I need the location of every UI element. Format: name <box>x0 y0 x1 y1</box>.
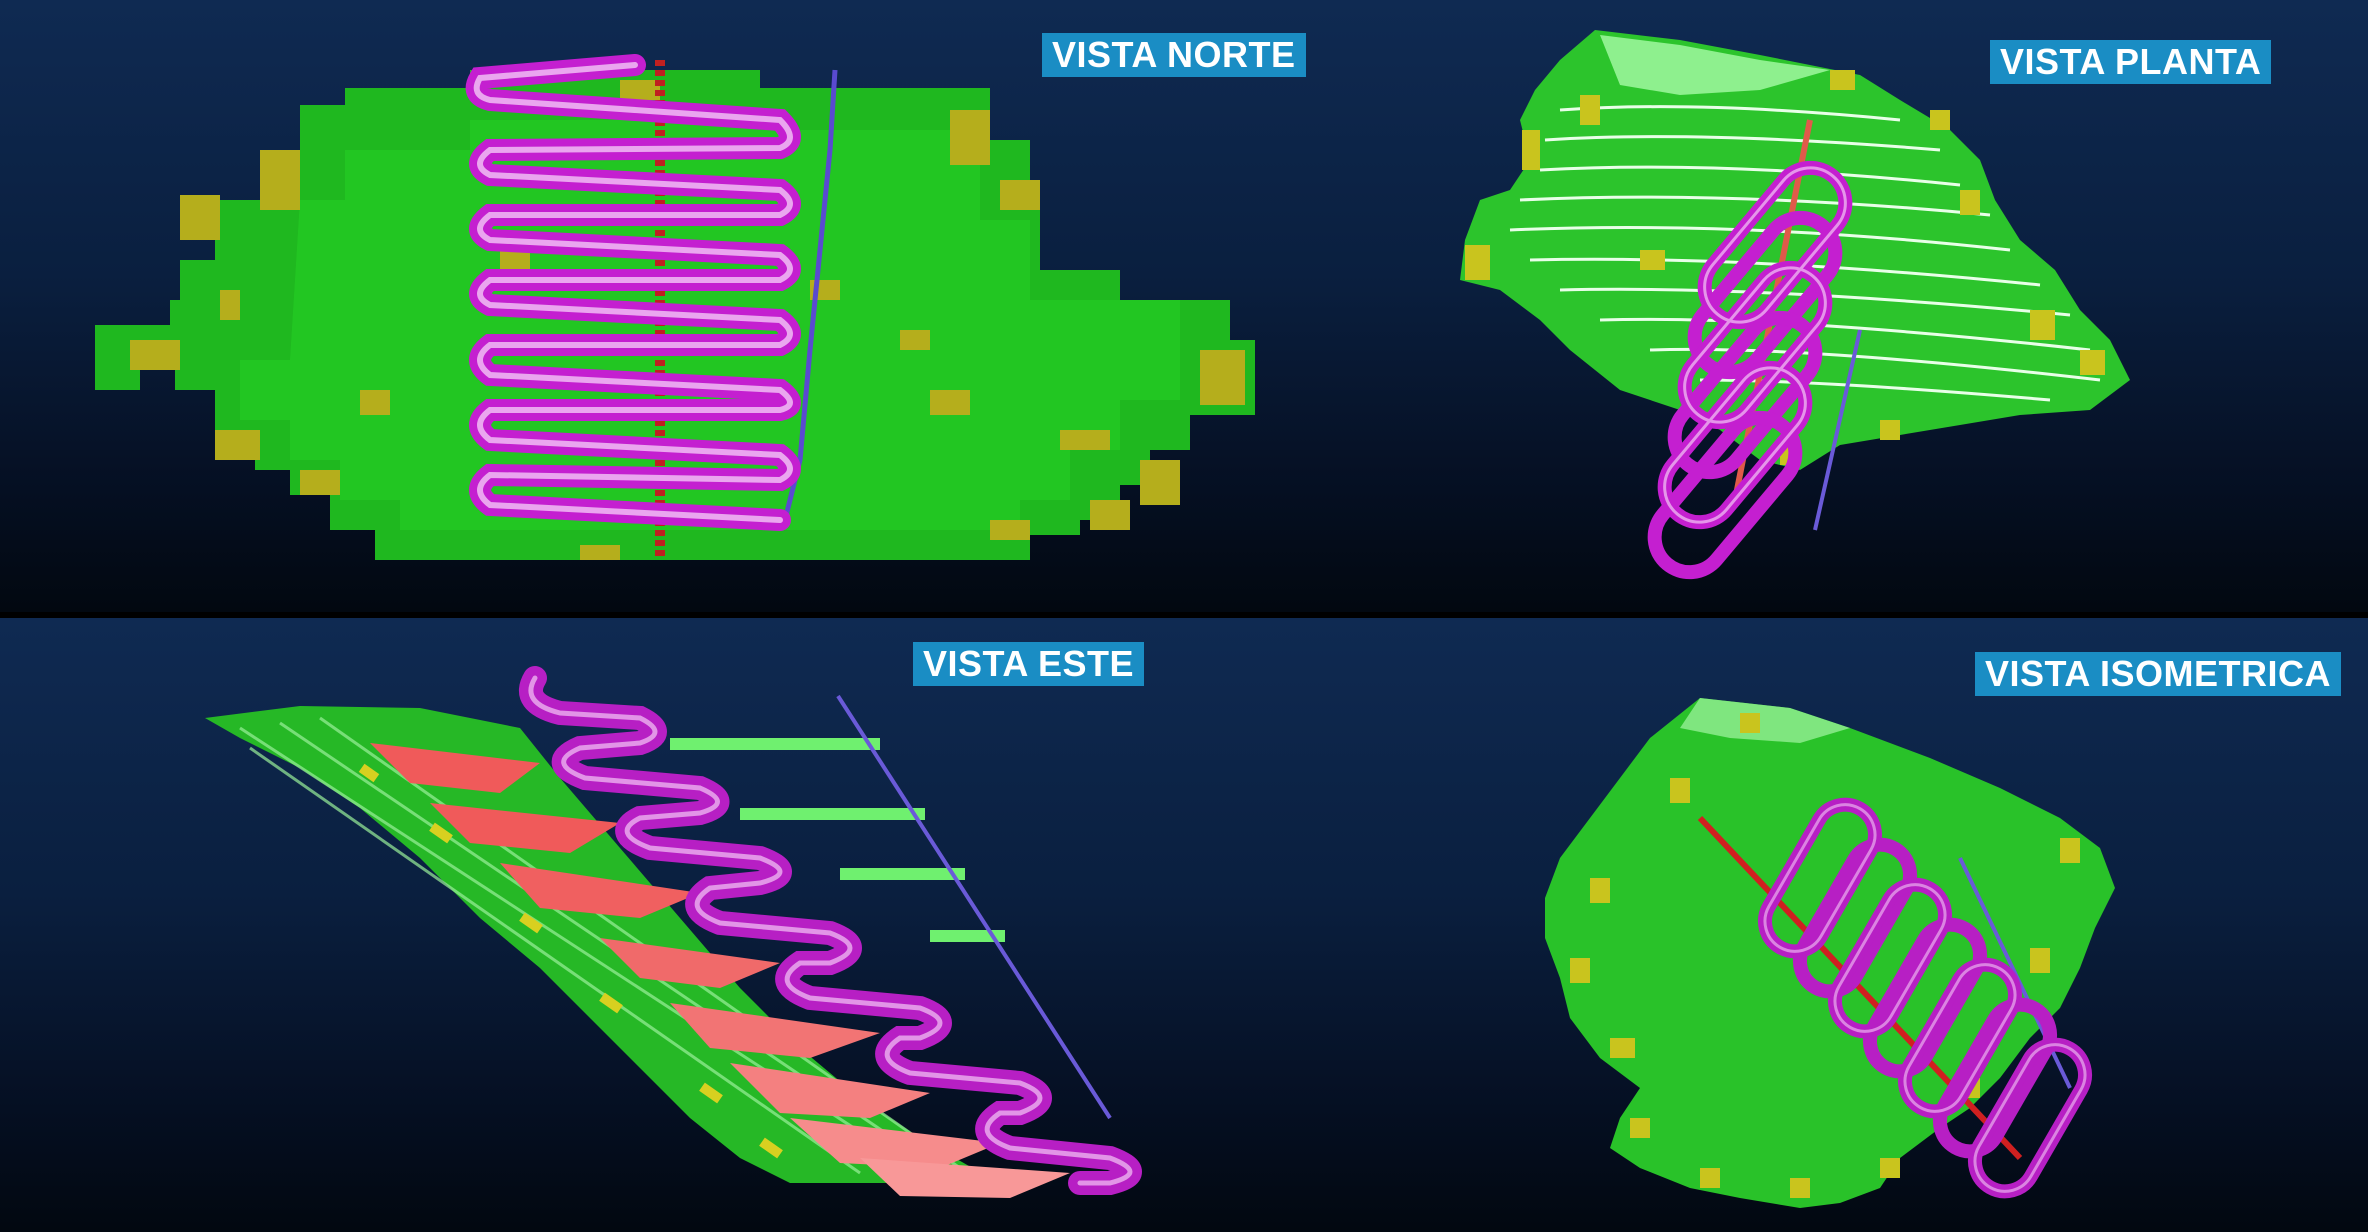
iso-shaft <box>1697 815 2023 1161</box>
bottom-views-canvas <box>205 666 2115 1208</box>
east-yellow-blocks <box>358 763 783 1159</box>
top-views-panel: VISTA NORTE VISTA PLANTA <box>0 0 2368 612</box>
plan-view-model <box>1460 30 2130 580</box>
north-spiral-ramp <box>465 54 801 531</box>
plan-orebody <box>1460 30 2130 470</box>
north-view-model <box>95 54 1255 560</box>
east-view-label: VISTA ESTE <box>913 642 1145 686</box>
north-view-label: VISTA NORTE <box>1042 33 1306 77</box>
bottom-views-panel: VISTA ESTE VISTA ISOMETRICA <box>0 618 2368 1232</box>
iso-orebody-light <box>1680 698 1850 743</box>
east-spiral-ramp <box>519 666 1142 1195</box>
east-raise <box>836 694 1112 1120</box>
plan-view-label: VISTA PLANTA <box>1990 40 2272 84</box>
plan-raise <box>1813 329 1862 531</box>
iso-yellow-blocks <box>1570 713 2080 1198</box>
panel-divider <box>0 612 2368 618</box>
east-access-drifts <box>670 738 1005 942</box>
plan-ramp-highlight <box>1663 166 1847 524</box>
north-yellow-blocks <box>130 80 1245 560</box>
east-stopes <box>370 743 1070 1198</box>
plan-orebody-light <box>1600 35 1830 95</box>
isometric-view-model <box>1545 698 2115 1208</box>
east-view-model <box>205 666 1142 1198</box>
iso-ramp-highlight <box>1763 803 2087 1193</box>
isometric-view-label: VISTA ISOMETRICA <box>1975 652 2342 696</box>
top-views-canvas <box>95 30 2130 580</box>
